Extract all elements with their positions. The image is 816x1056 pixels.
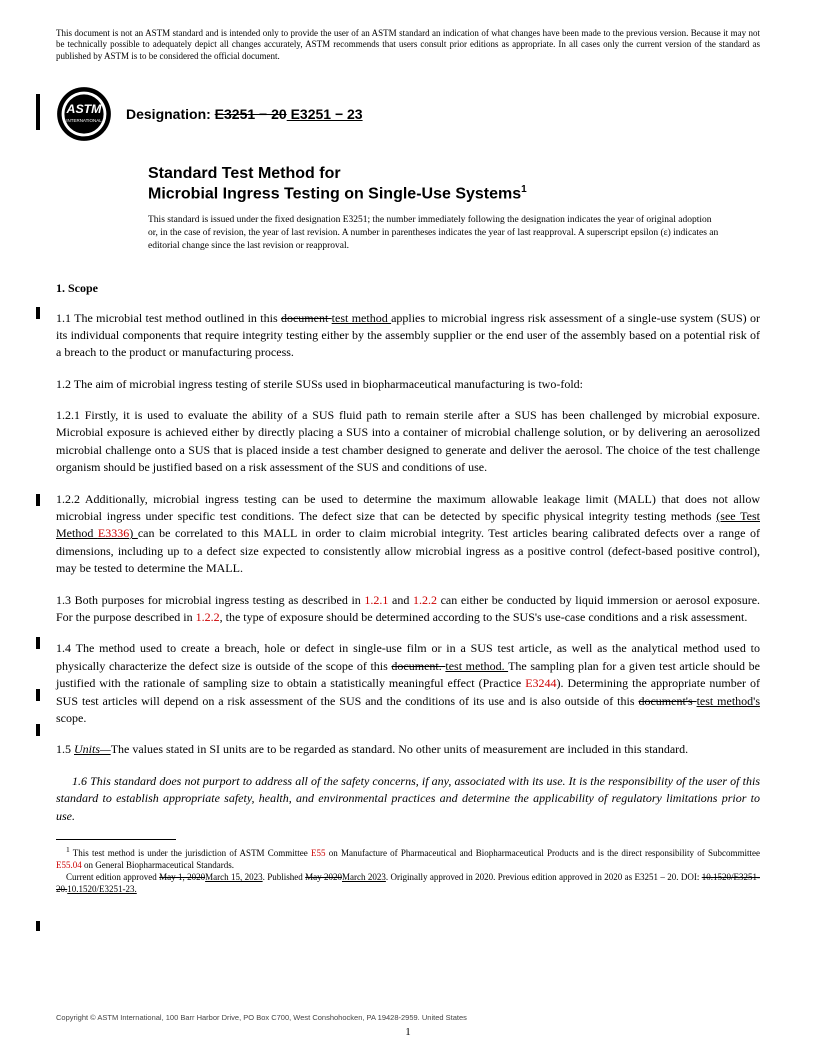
ref-1-2-1[interactable]: 1.2.1: [364, 593, 388, 607]
para-1-2-2: 1.2.2 Additionally, microbial ingress te…: [56, 491, 760, 578]
footnote-rule: [56, 839, 176, 840]
para-1-5: 1.5 Units—The values stated in SI units …: [56, 741, 760, 758]
footnote-1: 1 This test method is under the jurisdic…: [56, 845, 760, 871]
copyright-line: Copyright © ASTM International, 100 Barr…: [56, 1013, 467, 1022]
footnote-2: Current edition approved May 1, 2020Marc…: [56, 871, 760, 895]
ref-1-2-2b[interactable]: 1.2.2: [196, 610, 220, 624]
para-1-2-1: 1.2.1 Firstly, it is used to evaluate th…: [56, 407, 760, 477]
svg-text:INTERNATIONAL: INTERNATIONAL: [66, 118, 102, 123]
header-row: ASTM INTERNATIONAL Designation: E3251 − …: [56, 86, 760, 142]
scope-heading: 1. Scope: [56, 281, 760, 296]
page-number: 1: [0, 1026, 816, 1038]
ref-e55-04[interactable]: E55.04: [56, 860, 82, 870]
para-1-3: 1.3 Both purposes for microbial ingress …: [56, 592, 760, 627]
change-bar: [36, 921, 40, 931]
astm-logo: ASTM INTERNATIONAL: [56, 86, 112, 142]
change-bar: [36, 494, 40, 506]
change-bar: [36, 94, 40, 130]
issue-note: This standard is issued under the fixed …: [148, 214, 720, 252]
designation: Designation: E3251 − 20 E3251 − 23: [126, 106, 363, 122]
ref-e55[interactable]: E55: [311, 848, 326, 858]
ref-1-2-2a[interactable]: 1.2.2: [413, 593, 437, 607]
title-line2: Microbial Ingress Testing on Single-Use …: [148, 184, 760, 204]
title-line1: Standard Test Method for: [148, 164, 760, 184]
para-1-6: 1.6 This standard does not purport to ad…: [56, 773, 760, 825]
ref-e3244[interactable]: E3244: [525, 676, 556, 690]
designation-label: Designation:: [126, 106, 215, 122]
change-bar: [36, 724, 40, 736]
para-1-2: 1.2 The aim of microbial ingress testing…: [56, 376, 760, 393]
change-bar: [36, 307, 40, 319]
top-disclaimer: This document is not an ASTM standard an…: [56, 28, 760, 62]
designation-old: E3251 − 20: [215, 106, 287, 122]
change-bar: [36, 637, 40, 649]
para-1-4: 1.4 The method used to create a breach, …: [56, 640, 760, 727]
designation-new: E3251 − 23: [287, 106, 363, 122]
svg-text:ASTM: ASTM: [66, 102, 103, 116]
title-block: Standard Test Method for Microbial Ingre…: [148, 164, 760, 204]
change-bar: [36, 689, 40, 701]
ref-e3336[interactable]: E3336: [98, 526, 129, 540]
para-1-1: 1.1 The microbial test method outlined i…: [56, 310, 760, 362]
